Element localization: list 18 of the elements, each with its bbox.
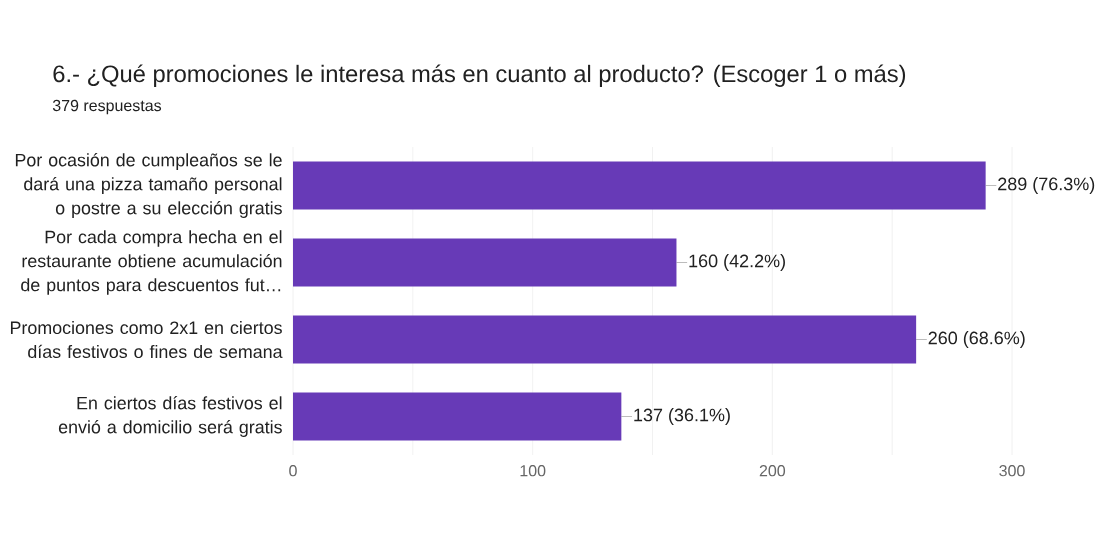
x-tick-label: 100: [520, 465, 546, 477]
bar: [293, 392, 622, 441]
y-tick-label: Promociones como 2x1 en ciertos días festivos o fines de semana: [10, 320, 283, 359]
x-tick-label: 300: [999, 465, 1025, 477]
bar: [293, 315, 917, 364]
data-label: 289 (76.3%): [998, 177, 1095, 194]
y-tick-label: Por ocasión de cumpleaños se le dará una pizza tamaño personal o postre a su elección gratis: [15, 153, 282, 218]
data-label: 260 (68.6%): [928, 331, 1025, 348]
bar: [293, 161, 986, 210]
text: 379 respuestas: [52, 99, 162, 115]
bar: [293, 238, 677, 287]
x-tick-label: 200: [759, 465, 786, 477]
data-label: 137 (36.1%): [634, 408, 730, 425]
y-tick-label: Por cada compra hecha en el restaurante obtiene acumulación de puntos para descuentos fut…: [21, 230, 282, 295]
y-tick-label: En ciertos días festivos el envió a domicilio será gratis: [58, 396, 282, 437]
chart-title: 6.- ¿Qué promociones le interesa más en cuanto al producto? (Escoger 1 o más): [53, 64, 906, 87]
data-label: 160 (42.2%): [689, 254, 785, 271]
x-tick-label: 0: [289, 465, 297, 477]
